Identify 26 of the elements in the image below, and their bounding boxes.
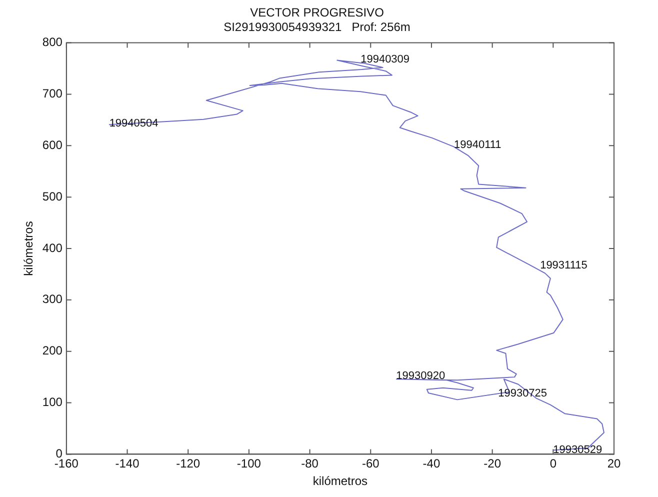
y-tick-label: 300 — [42, 292, 63, 306]
y-tick-label: 500 — [42, 189, 63, 204]
x-axis-title: kilómetros — [312, 474, 368, 488]
chart-subtitle: SI2919930054939321 Prof: 256m — [224, 20, 410, 34]
x-tick-label: -20 — [484, 456, 502, 471]
x-tick-label: -100 — [236, 456, 262, 471]
x-tick-label: -140 — [115, 456, 140, 471]
x-tick-label: -60 — [362, 456, 380, 471]
y-tick-label: 400 — [42, 240, 63, 255]
annotation: 19940111 — [454, 139, 502, 152]
chart-title: VECTOR PROGRESIVO — [250, 6, 384, 20]
x-tick-label: -40 — [422, 456, 440, 471]
annotation: 19931115 — [540, 260, 588, 272]
y-tick-label: 100 — [42, 395, 63, 410]
annotation: 19930920 — [396, 370, 446, 382]
x-tick-label: -160 — [54, 456, 79, 471]
x-tick-label: 0 — [550, 456, 557, 471]
y-tick-label: 600 — [42, 138, 63, 152]
y-axis-title: kilómetros — [22, 221, 36, 276]
x-tick-label: -80 — [301, 456, 319, 471]
y-tick-label: 800 — [42, 35, 63, 50]
y-tick-label: 200 — [42, 344, 63, 358]
x-tick-label: 20 — [607, 456, 621, 471]
y-tick-label: 700 — [42, 86, 63, 101]
annotation: 19940309 — [360, 53, 410, 66]
x-tick-label: -120 — [176, 456, 200, 471]
